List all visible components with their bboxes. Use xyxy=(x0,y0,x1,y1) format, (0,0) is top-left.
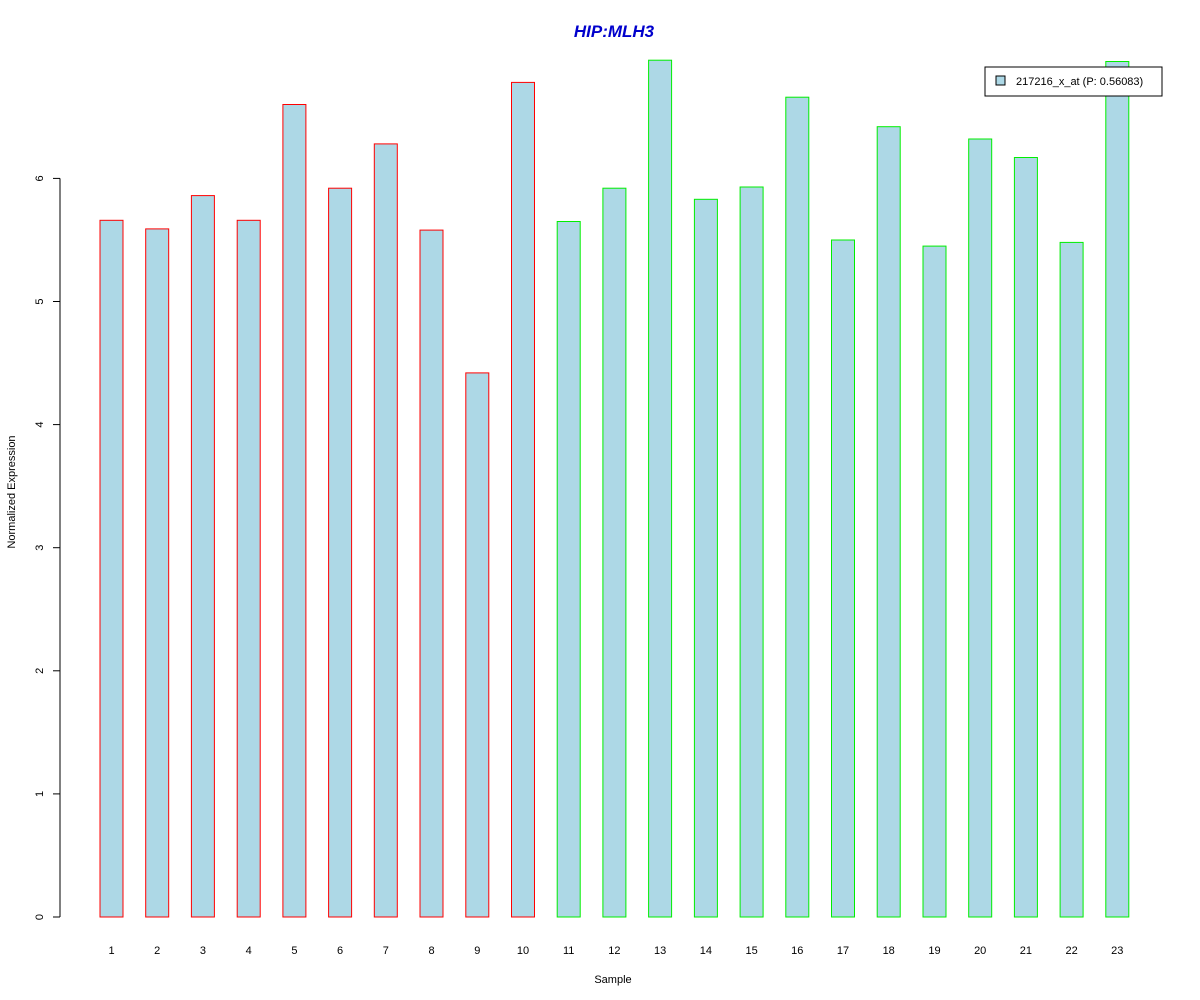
x-tick-label: 9 xyxy=(474,945,480,957)
y-tick-label: 4 xyxy=(34,422,46,428)
bar-sample-20 xyxy=(968,138,993,918)
bar-sample-17 xyxy=(831,239,855,918)
chart-title: HIP:MLH3 xyxy=(574,22,655,41)
bar-sample-3 xyxy=(190,195,215,918)
y-tick-label: 1 xyxy=(34,791,46,797)
x-tick-label: 15 xyxy=(745,945,757,957)
x-tick-label: 3 xyxy=(200,945,206,957)
legend-label: 217216_x_at (P: 0.56083) xyxy=(1016,76,1143,88)
x-tick-label: 8 xyxy=(428,945,434,957)
bar-sample-13 xyxy=(648,59,673,918)
bar-sample-16 xyxy=(785,96,810,918)
y-axis: 0 1 2 3 4 5 6 xyxy=(34,175,61,920)
bar-sample-15 xyxy=(739,186,764,918)
bar-sample-23 xyxy=(1105,61,1130,918)
bar-sample-4 xyxy=(236,219,261,918)
legend: 217216_x_at (P: 0.56083) xyxy=(984,66,1163,97)
y-tick-label: 0 xyxy=(34,914,46,920)
y-tick-label: 2 xyxy=(34,668,46,674)
y-tick-label: 6 xyxy=(34,175,46,181)
bar-sample-8 xyxy=(419,229,444,918)
bar-sample-14 xyxy=(693,198,718,918)
x-tick-label: 5 xyxy=(291,945,297,957)
x-tick-label: 22 xyxy=(1065,945,1077,957)
bar-sample-1 xyxy=(99,219,124,918)
x-tick-label: 1 xyxy=(108,945,114,957)
bars xyxy=(99,59,1130,918)
legend-box xyxy=(984,66,1163,97)
x-tick-label: 17 xyxy=(837,945,849,957)
bar-sample-6 xyxy=(328,187,353,918)
x-tick-label: 21 xyxy=(1020,945,1032,957)
x-tick-label: 11 xyxy=(563,945,574,957)
x-tick-label: 12 xyxy=(608,945,620,957)
bar-sample-21 xyxy=(1013,157,1038,918)
bar-sample-2 xyxy=(145,228,170,918)
x-tick-label: 4 xyxy=(246,945,252,957)
bar-sample-19 xyxy=(922,245,947,918)
y-axis-label: Normalized Expression xyxy=(6,435,18,548)
x-tick-label: 20 xyxy=(974,945,986,957)
x-tick-label: 19 xyxy=(928,945,940,957)
bar-sample-5 xyxy=(282,104,307,918)
bar-sample-12 xyxy=(602,187,627,918)
x-tick-label: 7 xyxy=(383,945,389,957)
y-tick-label: 3 xyxy=(34,545,46,551)
legend-swatch xyxy=(995,75,1006,86)
x-tick-labels: 1 2 3 4 5 6 7 8 9 10 11 12 13 14 15 16 17 18 19 20 21 22 23 xyxy=(108,945,1123,957)
bar-sample-10 xyxy=(511,81,535,918)
x-axis-label: Sample xyxy=(594,974,631,986)
bar-sample-7 xyxy=(373,143,398,918)
bar-sample-18 xyxy=(876,126,901,918)
x-tick-label: 18 xyxy=(883,945,895,957)
x-tick-label: 13 xyxy=(654,945,666,957)
bar-sample-9 xyxy=(465,372,490,918)
x-tick-label: 6 xyxy=(337,945,343,957)
bar-sample-22 xyxy=(1059,241,1084,918)
x-tick-label: 2 xyxy=(154,945,160,957)
x-tick-label: 10 xyxy=(517,945,529,957)
x-tick-label: 16 xyxy=(791,945,803,957)
bar-sample-11 xyxy=(556,221,581,918)
x-tick-label: 14 xyxy=(700,945,712,957)
x-tick-label: 23 xyxy=(1111,945,1123,957)
y-tick-label: 5 xyxy=(34,298,46,304)
